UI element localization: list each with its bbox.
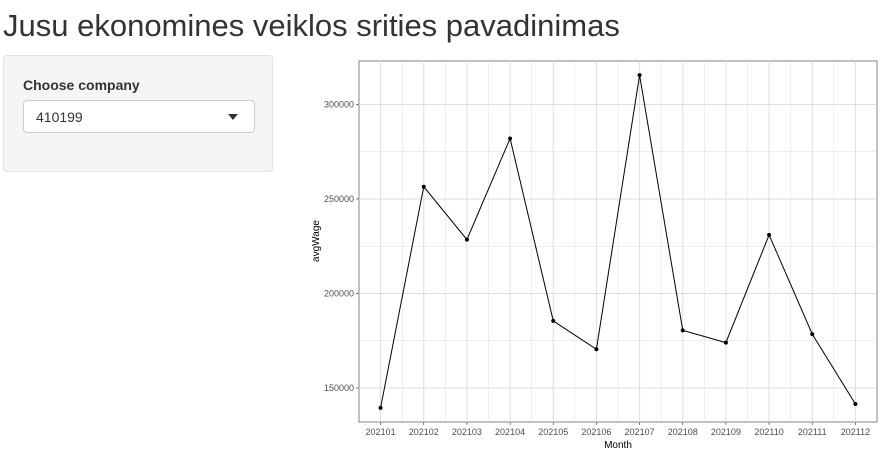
- sidebar-panel: Choose company 410199: [3, 55, 273, 172]
- y-tick-label: 300000: [324, 99, 354, 109]
- data-point: [378, 405, 383, 410]
- y-axis-title: avgWage: [311, 220, 322, 262]
- x-tick-label: 202108: [668, 427, 698, 437]
- data-point: [853, 402, 858, 407]
- x-tick-label: 202103: [452, 427, 482, 437]
- x-tick-label: 202102: [409, 427, 439, 437]
- data-point: [767, 232, 772, 237]
- data-point: [551, 318, 556, 323]
- company-select-value: 410199: [36, 109, 83, 125]
- data-point: [680, 328, 685, 333]
- data-point: [637, 73, 642, 78]
- x-axis-title: Month: [604, 440, 632, 451]
- data-point: [810, 332, 815, 337]
- x-tick-label: 202110: [754, 427, 783, 437]
- x-tick-label: 202104: [495, 427, 525, 437]
- data-point: [723, 340, 728, 345]
- x-tick-label: 202101: [366, 427, 396, 437]
- y-tick-label: 250000: [324, 194, 354, 204]
- x-tick-label: 202106: [581, 427, 611, 437]
- page-title: Jusu ekonomines veiklos srities pavadini…: [3, 8, 620, 43]
- data-point: [508, 136, 513, 141]
- data-point: [464, 237, 469, 242]
- x-tick-label: 202112: [841, 427, 870, 437]
- y-tick-label: 200000: [324, 288, 354, 298]
- series-line: [380, 75, 856, 408]
- company-select[interactable]: 410199: [23, 100, 255, 133]
- data-point: [421, 184, 426, 189]
- x-tick-label: 202111: [798, 427, 827, 437]
- data-point: [594, 347, 599, 352]
- x-tick-label: 202107: [625, 427, 655, 437]
- x-tick-label: 202105: [538, 427, 568, 437]
- line-chart: 150000 200000 250000 300000 202101 202102 202…: [311, 60, 878, 451]
- choose-company-label: Choose company: [23, 77, 140, 93]
- plot-area: 150000 200000 250000 300000 202101 202102 202…: [300, 55, 886, 463]
- dropdown-caret-icon[interactable]: [228, 114, 238, 120]
- x-tick-label: 202109: [711, 427, 741, 437]
- y-tick-label: 150000: [324, 383, 354, 393]
